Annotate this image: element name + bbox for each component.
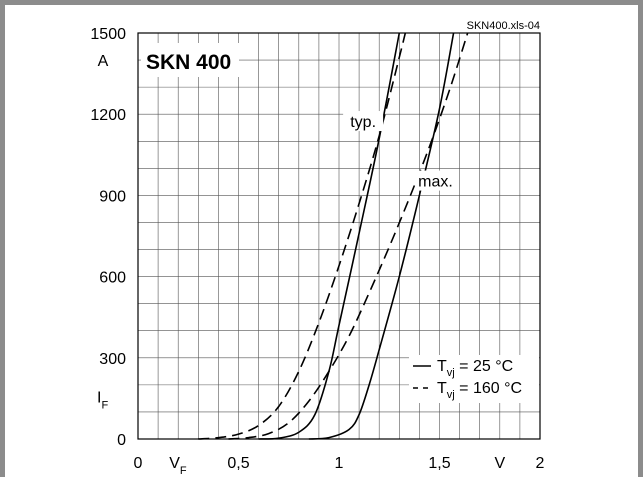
y-tick-label: 300 xyxy=(99,351,126,368)
x-tick-label: 2 xyxy=(536,455,545,472)
annotation-background xyxy=(343,111,384,132)
legend-background xyxy=(409,355,539,403)
forward-characteristic-chart: 0 300 600 900 1200 1500 0 0,5 1 1,5 2 SKN 400 SKN4… xyxy=(90,20,544,477)
y-tick-label: 900 xyxy=(99,188,126,205)
curve-label: max. xyxy=(418,174,453,191)
file-label: SKN400.xls-04 xyxy=(467,20,540,32)
legend-label: Tvj = 160 °C xyxy=(437,380,522,401)
curve-max-25c xyxy=(308,32,455,440)
curve-label: typ. xyxy=(350,114,376,131)
x-axis-unit: V xyxy=(494,455,505,472)
title-background xyxy=(141,43,239,77)
y-tick-label: 0 xyxy=(117,432,126,449)
x-axis-label: VF xyxy=(169,455,187,477)
curve-typ-160c xyxy=(198,32,407,440)
y-tick-label: 1200 xyxy=(90,107,126,124)
legend-label: Tvj = 25 °C xyxy=(437,358,513,379)
y-tick-label: 600 xyxy=(99,270,126,287)
tick-labels: 0 300 600 900 1200 1500 0 0,5 1 1,5 2 xyxy=(90,26,544,472)
annotations: typ. max. xyxy=(343,111,456,191)
x-tick-label: 0,5 xyxy=(227,455,249,472)
curve-max-160c xyxy=(228,32,469,440)
x-tick-label: 1 xyxy=(335,455,344,472)
chart-title: SKN 400 xyxy=(146,51,231,74)
x-tick-label: 1,5 xyxy=(428,455,450,472)
y-axis-unit: A xyxy=(98,53,109,70)
curves xyxy=(198,32,469,440)
plot-border xyxy=(137,32,541,440)
y-axis-label: IF xyxy=(97,389,108,411)
annotation-background xyxy=(415,170,456,191)
x-tick-label: 0 xyxy=(134,455,143,472)
curve-typ-25c xyxy=(258,32,401,440)
y-tick-label: 1500 xyxy=(90,26,126,43)
